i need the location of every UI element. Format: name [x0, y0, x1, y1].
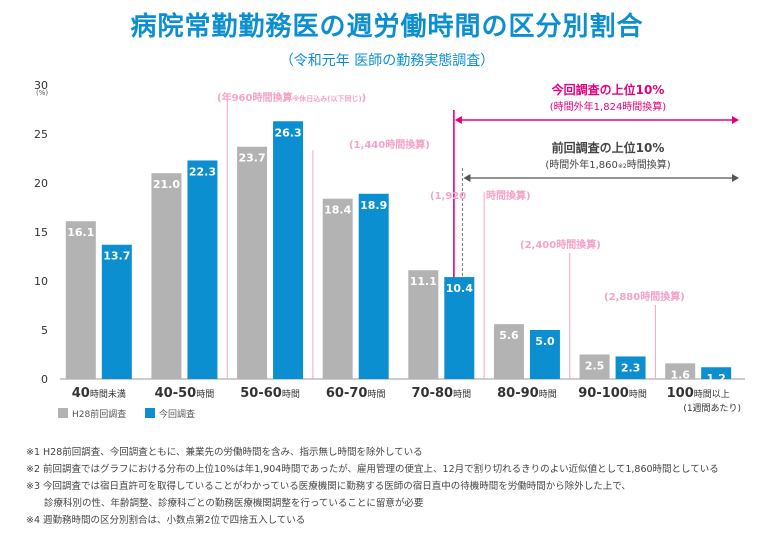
current-top10-arrow-right: [732, 116, 739, 124]
y-tick-label: 0: [41, 373, 48, 386]
x-tick-label: 90-100時間: [578, 386, 647, 401]
x-tick-label: 100時間以上: [667, 386, 730, 401]
bar-current: [358, 193, 389, 379]
legend-label-h28: H28前回調査: [72, 408, 126, 420]
x-tick-sublabel: (1週間あたり): [683, 403, 741, 414]
bar-value-label: 26.3: [274, 126, 301, 139]
bar-value-label: 16.1: [67, 226, 94, 239]
bar-chart: 0 5 10 15 20 25 30(%) 16.1 13.7 40時間未満 21.0 22.3 40-…: [34, 79, 745, 420]
bar-value-label: 5.0: [535, 335, 555, 348]
current-top10-title: 今回調査の上位10%: [551, 82, 665, 97]
bar-h28: [151, 173, 182, 379]
bar-value-label: 11.1: [410, 275, 437, 288]
page-subtitle: （令和元年 医師の勤務実態調査）: [279, 53, 495, 69]
y-tick-label: 20: [34, 177, 48, 190]
bar-current: [444, 277, 475, 379]
prev-top10-sub: (時間外年1,860※2時間換算): [545, 158, 670, 171]
bar-value-label: 10.4: [446, 282, 473, 295]
prev-top10-arrow-right: [732, 174, 739, 182]
bar-value-label: 21.0: [153, 178, 180, 191]
y-tick-label: 10: [34, 275, 48, 288]
bar-h28: [579, 354, 610, 379]
bar-current: [101, 244, 132, 379]
bar-h28: [665, 363, 696, 379]
bar-h28: [237, 146, 268, 379]
page-title: 病院常勤勤務医の週労働時間の区分別割合: [130, 12, 644, 42]
bar-value-label: 2.5: [585, 360, 605, 373]
annotation-2400: (2,400時間換算): [520, 238, 601, 251]
y-tick-label: 15: [34, 226, 48, 239]
annotation-1920-left: (1,920: [430, 191, 466, 202]
bar-value-label: 18.9: [360, 199, 387, 212]
x-tick-label: 70-80時間: [412, 386, 472, 401]
legend-swatch-current: [145, 408, 155, 418]
footnote-2: ※2 前回調査ではグラフにおける分布の上位10%は年1,904時間であったが、雇…: [26, 464, 719, 475]
bar-value-label: 22.3: [189, 165, 216, 178]
prev-top10-arrow-left: [463, 174, 471, 182]
x-tick-label: 40-50時間: [155, 386, 215, 401]
annotation-1920-right: 時間換算): [486, 189, 531, 202]
bar-current: [701, 367, 732, 379]
bar-current: [529, 330, 560, 379]
y-tick-label: 30: [34, 79, 48, 92]
footnotes: ※1 H28前回調査、今回調査ともに、兼業先の労働時間を含み、指示無し時間を除外…: [26, 444, 766, 529]
legend-swatch-h28: [58, 408, 68, 418]
annotation-960: (年960時間換算※休日込み(以下同じ)): [217, 91, 366, 104]
footnote-1: ※1 H28前回調査、今回調査ともに、兼業先の労働時間を含み、指示無し時間を除外…: [26, 447, 423, 458]
bar-h28: [65, 221, 96, 379]
bar-h28: [322, 198, 353, 379]
bar-current: [187, 160, 218, 379]
y-tick-label: 5: [41, 324, 48, 337]
bar-value-label: 18.4: [324, 204, 351, 217]
bar-h28: [408, 270, 439, 379]
y-unit-label: (%): [36, 89, 48, 97]
bar-value-label: 2.3: [621, 361, 641, 374]
x-tick-label: 80-90時間: [497, 386, 557, 401]
x-tick-label: 60-70時間: [326, 386, 386, 401]
annotation-1440: (1,440時間換算): [349, 138, 430, 151]
bar-value-label: 23.7: [238, 152, 265, 165]
annotation-2880: (2,880時間換算): [604, 290, 685, 303]
bar-value-label: 1.6: [670, 368, 690, 381]
bar-value-label: 13.7: [103, 250, 130, 263]
bar-current: [615, 356, 646, 379]
bar-value-label: 5.6: [499, 329, 519, 342]
footnote-3-cont: 診療科別の性、年齢調整、診療科ごとの勤務医療機関調整を行っていることに留意が必要: [44, 498, 424, 509]
x-tick-label: 50-60時間: [240, 386, 300, 401]
footnote-4: ※4 週勤務時間の区分別割合は、小数点第2位で四捨五入している: [26, 515, 306, 526]
current-top10-arrow-left: [454, 116, 462, 124]
prev-top10-title: 前回調査の上位10%: [552, 140, 665, 155]
footnote-3: ※3 今回調査では宿日直許可を取得していることがわかっている医療機関に勤務する医…: [26, 481, 631, 492]
bar-value-label: 1.2: [706, 372, 726, 385]
x-tick-label: 40時間未満: [72, 386, 126, 401]
bar-h28: [493, 324, 524, 379]
legend-label-current: 今回調査: [159, 408, 195, 420]
bar-current: [273, 121, 304, 379]
y-tick-label: 25: [34, 128, 48, 141]
current-top10-sub: (時間外年1,824時間換算): [550, 100, 667, 113]
